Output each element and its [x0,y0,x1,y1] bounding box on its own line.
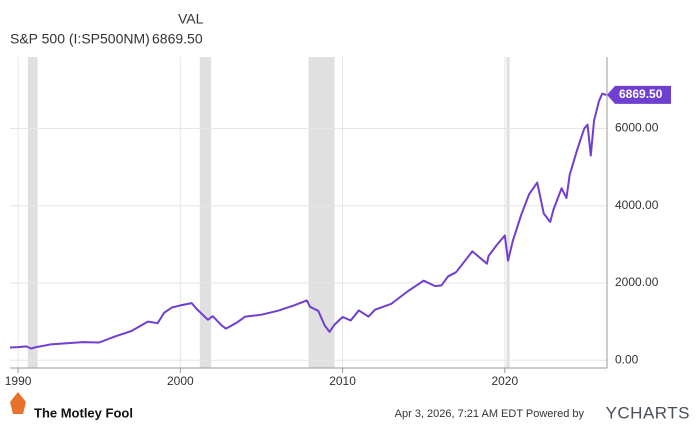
x-tick-label: 2020 [491,374,518,388]
recession-band [27,57,38,368]
recession-band [199,57,212,368]
x-tick-label: 2000 [167,374,194,388]
series-line [9,92,607,350]
y-tick-label: 6000.00 [615,121,659,135]
timestamp: Apr 3, 2026, 7:21 AM EDT Powered by [395,408,585,420]
source: The Motley Fool [34,405,133,420]
recession-band [308,57,335,368]
value-column-header: VAL [178,11,204,27]
x-tick-label: 2010 [329,374,356,388]
series-name: S&P 500 (I:SP500NM) [10,31,150,47]
brand: YCHARTS [606,403,690,422]
fool-logo [10,392,26,414]
y-tick-label: 4000.00 [615,198,659,212]
recession-band [506,57,510,368]
y-tick-label: 2000.00 [615,275,659,289]
value-badge [607,85,671,104]
y-tick-label: 0.00 [615,352,639,366]
current-value: 6869.50 [152,31,203,47]
x-tick-label: 1990 [5,374,32,388]
value-badge-label: 6869.50 [619,87,663,101]
